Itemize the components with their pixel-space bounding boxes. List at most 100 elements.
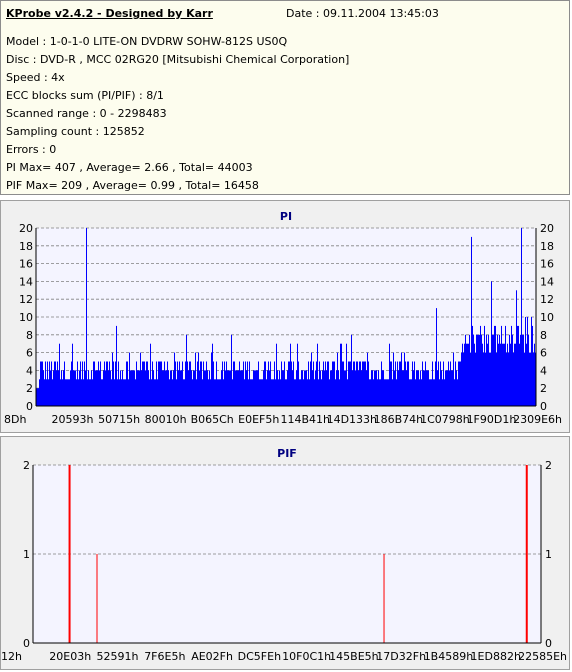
pi-bar xyxy=(471,236,472,406)
pi-bar xyxy=(444,379,445,406)
pi-bar xyxy=(169,379,170,406)
pi-bar xyxy=(56,370,57,406)
pi-bar xyxy=(523,334,524,406)
pi-bar xyxy=(319,361,320,406)
pi-bar xyxy=(57,361,58,406)
pi-bar xyxy=(310,361,311,406)
pi-bar xyxy=(469,334,470,406)
pi-bar xyxy=(435,361,436,406)
pi-bar xyxy=(446,370,447,406)
pi-bar xyxy=(269,370,270,406)
pi-bar xyxy=(82,361,83,406)
pi-bar xyxy=(500,343,501,406)
pi-bar xyxy=(243,361,244,406)
pi-bar xyxy=(89,379,90,406)
pi-bar xyxy=(522,334,523,406)
pi-bar xyxy=(292,370,293,406)
pi-bar xyxy=(145,370,146,406)
pi-bar xyxy=(370,379,371,406)
pi-bar xyxy=(518,325,519,406)
x-tick-label: 1F90D1h xyxy=(467,413,517,426)
pi-bar xyxy=(453,352,454,406)
pi-bar xyxy=(407,361,408,406)
pi-bar xyxy=(241,370,242,406)
pi-bar xyxy=(520,334,521,406)
pi-bar xyxy=(306,370,307,406)
pi-bar xyxy=(195,352,196,406)
pi-bar xyxy=(317,343,318,406)
pi-bar xyxy=(287,370,288,406)
y-tick-label-right: 10 xyxy=(540,311,554,324)
range-line: Scanned range : 0 - 2298483 xyxy=(6,107,167,120)
pi-bar xyxy=(503,343,504,406)
pi-bar xyxy=(397,361,398,406)
pi-bar xyxy=(102,379,103,406)
pi-chart-panel: PI 0 0 2 2 4 4 6 6 8 8 10 10 12 12 14 14 16 16 18 18 20 20 8Dh 2… xyxy=(0,200,570,433)
pi-bar xyxy=(395,361,396,406)
pi-bar xyxy=(460,361,461,406)
pi-bar xyxy=(481,334,482,406)
pi-bar xyxy=(146,361,147,406)
pi-bar xyxy=(178,370,179,406)
x-tick-label: 22585Eh xyxy=(518,650,567,663)
pi-bar xyxy=(66,379,67,406)
x-tick-label: 17D32Fh xyxy=(376,650,426,663)
pi-bar xyxy=(366,370,367,406)
pi-bar xyxy=(250,379,251,406)
pi-bar xyxy=(450,361,451,406)
chart-title: PIF xyxy=(277,447,297,460)
y-tick-label-right: 14 xyxy=(540,275,554,288)
disc-line: Disc : DVD-R , MCC 02RG20 [Mitsubishi Ch… xyxy=(6,53,350,66)
pi-bar xyxy=(447,370,448,406)
pi-bar xyxy=(39,379,40,406)
pi-bar xyxy=(439,379,440,406)
x-tick-label: 1B4589h xyxy=(424,650,474,663)
pi-bar xyxy=(196,379,197,406)
pi-bar xyxy=(104,361,105,406)
pi-bar xyxy=(84,361,85,406)
pi-bar xyxy=(334,361,335,406)
pi-bar xyxy=(263,370,264,406)
pif-chart: PIF 0 0 1 1 2 2 12h 20E03h 52591h 7F6E5h AE02Fh DC5F… xyxy=(1,447,567,663)
pi-bar xyxy=(231,334,232,406)
pi-bar xyxy=(283,370,284,406)
pi-bar xyxy=(44,379,45,406)
pi-bar xyxy=(276,343,277,406)
pi-bar xyxy=(109,361,110,406)
pi-bar xyxy=(413,370,414,406)
pi-bar xyxy=(60,379,61,406)
pi-bar xyxy=(312,370,313,406)
pi-bar xyxy=(280,379,281,406)
pif-bar xyxy=(525,465,528,643)
pi-bar xyxy=(118,361,119,406)
pi-bar xyxy=(132,370,133,406)
pi-bar xyxy=(496,352,497,406)
pi-bar xyxy=(99,370,100,406)
pi-bar xyxy=(53,370,54,406)
pi-bar xyxy=(367,352,368,406)
pi-bar xyxy=(63,370,64,406)
pi-bar xyxy=(247,361,248,406)
pi-bar xyxy=(409,379,410,406)
pi-bar xyxy=(272,379,273,406)
pi-bar xyxy=(498,343,499,406)
pi-bar xyxy=(493,334,494,406)
pi-bar xyxy=(507,343,508,406)
pi-bar xyxy=(72,343,73,406)
pi-bar xyxy=(163,370,164,406)
pi-bar xyxy=(177,361,178,406)
pi-bar xyxy=(252,379,253,406)
pi-bar xyxy=(98,361,99,406)
pi-bar xyxy=(284,361,285,406)
pi-bar xyxy=(208,379,209,406)
pi-bar xyxy=(532,325,533,406)
pi-bar xyxy=(253,370,254,406)
pi-bar xyxy=(245,361,246,406)
pi-bar xyxy=(487,343,488,406)
pi-bar xyxy=(425,361,426,406)
x-tick-label: B065Ch xyxy=(191,413,234,426)
pi-bar xyxy=(80,361,81,406)
pi-bar xyxy=(59,343,60,406)
pi-bar xyxy=(224,361,225,406)
pi-bar xyxy=(201,361,202,406)
